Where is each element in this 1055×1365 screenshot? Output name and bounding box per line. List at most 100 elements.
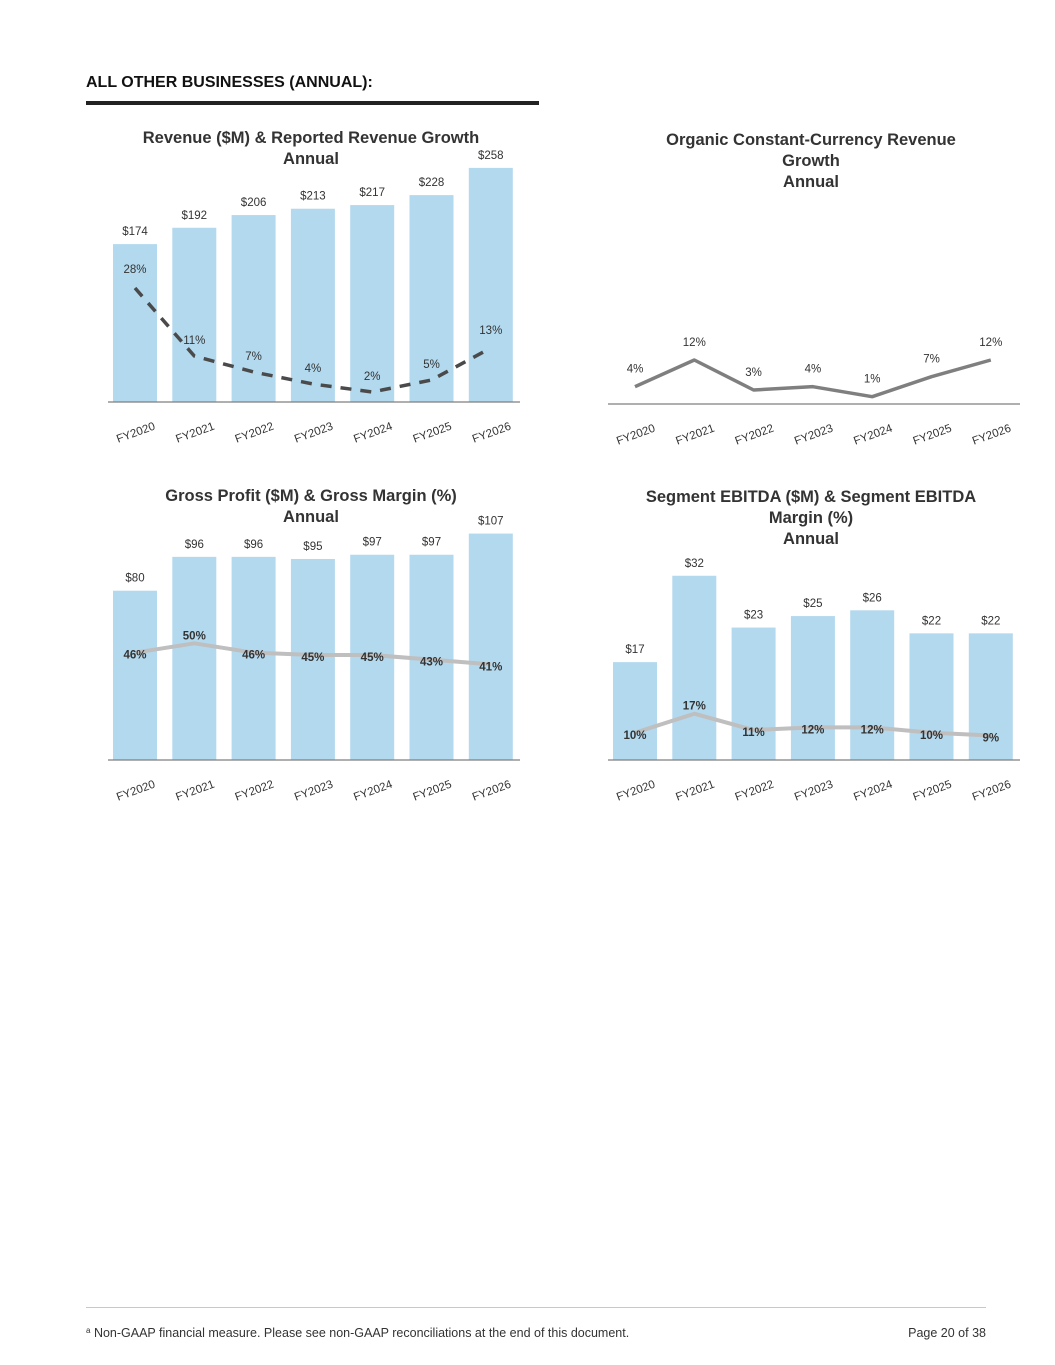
gross-profit-bar-label: $97: [363, 537, 382, 549]
ebitda-chart: Segment EBITDA ($M) & Segment EBITDA Mar…: [586, 485, 1036, 815]
organic-line-label: 4%: [805, 364, 822, 376]
gross-profit-bar-label: $80: [125, 573, 144, 585]
gross-profit-chart-title-line-1: Gross Profit ($M) & Gross Margin (%): [165, 487, 457, 505]
gross-profit-line-label: 41%: [479, 661, 502, 673]
gross-profit-line-label: 45%: [301, 652, 324, 664]
ebitda-line-label: 17%: [683, 701, 706, 713]
ebitda-x-tick-label: FY2022: [734, 779, 776, 804]
ebitda-chart-title-line-3: Annual: [783, 530, 839, 548]
organic-line-label: 1%: [864, 374, 881, 386]
gross-profit-chart: Gross Profit ($M) & Gross Margin (%) Ann…: [86, 485, 536, 815]
organic-growth-chart: Organic Constant-Currency Revenue Growth…: [586, 128, 1036, 458]
ebitda-chart-title-line-2: Margin (%): [768, 509, 854, 527]
ebitda-line-label: 10%: [623, 730, 646, 742]
gross-profit-line-label: 43%: [420, 657, 443, 669]
ebitda-bar-label: $22: [981, 615, 1000, 627]
ebitda-bar-label: $26: [863, 592, 882, 604]
revenue-line-label: 2%: [364, 371, 381, 383]
revenue-bar-label: $206: [241, 197, 267, 209]
ebitda-line-label: 10%: [920, 730, 943, 742]
gross-profit-bar-label: $96: [185, 539, 204, 551]
revenue-chart-plot: $174 $192 $206 $213 $217 $228 $258 FY2020 FY2021…: [108, 150, 520, 446]
revenue-x-tick-label: FY2026: [471, 421, 513, 446]
gross-profit-chart-plot: $80 $96 $96 $95 $97 $97 $107 FY2020 FY2021 FY2022…: [108, 516, 520, 804]
ebitda-line-series: [634, 711, 991, 738]
organic-x-tick-label: FY2021: [674, 423, 716, 448]
ebitda-bar: [672, 575, 717, 760]
gross-profit-bar: [113, 590, 157, 760]
organic-x-tick-label: FY2020: [615, 423, 657, 448]
revenue-bar-label: $213: [300, 191, 326, 203]
ebitda-line-label: 11%: [742, 727, 764, 739]
organic-line-label: 12%: [683, 337, 706, 349]
revenue-line-label: 7%: [245, 351, 262, 363]
revenue-chart: Revenue ($M) & Reported Revenue Growth A…: [86, 128, 536, 458]
gross-profit-x-tick-label: FY2026: [471, 779, 513, 804]
organic-line-label: 3%: [745, 367, 762, 379]
revenue-bar: [409, 195, 454, 402]
organic-chart-title-line-1: Organic Constant-Currency Revenue: [666, 131, 956, 149]
ebitda-bar-label: $23: [744, 610, 763, 622]
revenue-line-label: 13%: [479, 325, 502, 337]
ebitda-bar: [909, 633, 954, 760]
gross-profit-x-tick-label: FY2022: [234, 779, 276, 804]
ebitda-bar: [613, 662, 657, 760]
organic-chart-plot: FY2020 FY2021 FY2022 FY2023 FY2024 FY2025 FY20…: [608, 337, 1020, 448]
organic-line-label: 12%: [979, 337, 1002, 349]
organic-x-tick-label: FY2023: [793, 423, 835, 448]
footer-divider: [86, 1307, 986, 1308]
revenue-bar: [172, 227, 217, 402]
revenue-bar: [350, 205, 395, 402]
organic-line-series: [634, 358, 992, 399]
ebitda-bar-label: $17: [625, 644, 644, 656]
revenue-bar: [113, 244, 157, 402]
ebitda-x-tick-label: FY2023: [793, 779, 835, 804]
section-title-underline: [86, 101, 539, 105]
revenue-bar: [290, 208, 335, 402]
gross-profit-bar: [468, 533, 513, 760]
gross-profit-x-tick-label: FY2023: [293, 779, 335, 804]
gross-profit-line-series: [134, 641, 491, 667]
organic-x-tick-label: FY2024: [852, 422, 895, 447]
organic-x-tick-label: FY2025: [911, 423, 953, 448]
ebitda-x-tick-label: FY2021: [674, 779, 716, 804]
revenue-chart-title-line-1: Revenue ($M) & Reported Revenue Growth: [142, 129, 480, 147]
ebitda-bar: [731, 627, 776, 760]
ebitda-chart-title-line-1: Segment EBITDA ($M) & Segment EBITDA: [645, 488, 977, 506]
gross-profit-x-tick-label: FY2021: [174, 779, 216, 804]
revenue-line-label: 11%: [183, 335, 205, 347]
revenue-bar-label: $228: [419, 177, 445, 189]
ebitda-bar-label: $22: [922, 615, 941, 627]
gross-profit-bar-label: $107: [478, 516, 504, 528]
gross-profit-chart-title-line-2: Annual: [283, 508, 339, 526]
gross-profit-line-label: 46%: [242, 650, 265, 662]
gross-profit-x-tick-label: FY2025: [411, 779, 453, 804]
revenue-bar: [231, 215, 276, 402]
gross-profit-bar-label: $96: [244, 539, 263, 551]
organic-line-label: 7%: [923, 354, 940, 366]
revenue-x-tick-label: FY2025: [411, 421, 453, 446]
ebitda-x-tick-label: FY2020: [615, 779, 657, 804]
ebitda-bar: [850, 610, 895, 760]
gross-profit-bar-label: $97: [422, 537, 441, 549]
ebitda-bar-label: $32: [685, 558, 704, 570]
organic-chart-title-line-3: Annual: [783, 173, 839, 191]
revenue-line-label: 28%: [123, 264, 146, 276]
organic-x-tick-label: FY2022: [734, 423, 776, 448]
revenue-x-tick-label: FY2020: [115, 421, 157, 446]
ebitda-chart-plot: $17 $32 $23 $25 $26 $22 $22 FY2020 FY2021 FY2022 F…: [608, 558, 1020, 804]
revenue-x-tick-label: FY2023: [293, 421, 335, 446]
section-title: ALL OTHER BUSINESSES (ANNUAL):: [86, 74, 373, 91]
gross-profit-chart-title: Gross Profit ($M) & Gross Margin (%) Ann…: [86, 486, 536, 528]
ebitda-line-label: 9%: [982, 733, 999, 745]
gross-profit-bar: [290, 558, 335, 760]
revenue-line-series: [133, 286, 492, 394]
revenue-x-tick-label: FY2022: [234, 421, 276, 446]
revenue-line-label: 5%: [423, 359, 440, 371]
revenue-bar-label: $258: [478, 150, 504, 162]
revenue-bar-label: $174: [122, 226, 148, 238]
revenue-chart-title: Revenue ($M) & Reported Revenue Growth A…: [86, 128, 536, 170]
ebitda-bar: [968, 633, 1013, 760]
ebitda-chart-title: Segment EBITDA ($M) & Segment EBITDA Mar…: [586, 487, 1036, 550]
ebitda-x-tick-label: FY2026: [971, 779, 1013, 804]
